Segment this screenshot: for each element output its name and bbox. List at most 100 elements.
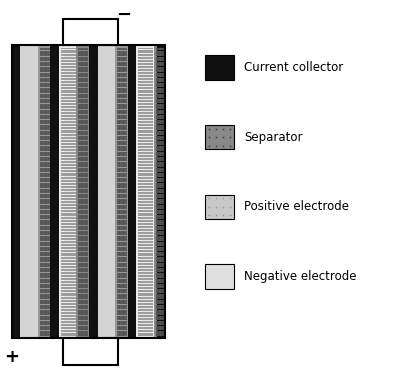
Point [59,233,65,239]
Point [45,203,51,209]
Point [80,231,86,237]
Point [81,141,87,147]
Point [120,227,126,233]
Point [160,157,166,163]
Text: Separator: Separator [244,131,303,144]
Point [147,61,153,67]
Point [160,60,166,66]
Point [141,122,147,128]
Point [119,103,125,109]
Point [68,162,74,168]
Point [69,50,75,56]
Point [159,119,165,125]
Point [61,124,67,130]
Point [42,177,48,183]
Point [149,178,155,184]
Point [154,332,160,338]
Point [42,120,48,126]
Point [83,309,89,315]
Point [76,151,82,157]
Point [43,300,49,306]
Point [146,73,152,79]
Point [145,221,151,227]
Point [137,276,143,282]
Point [42,284,48,290]
Point [77,145,83,151]
Point [144,187,150,193]
Point [70,118,76,124]
Point [66,178,72,184]
Point [143,248,149,254]
Point [155,219,161,225]
Point [59,156,65,162]
Point [65,174,71,180]
Point [160,251,167,257]
Point [37,221,44,227]
Point [158,182,164,188]
Point [42,58,48,64]
Point [67,171,73,177]
Point [146,171,152,177]
Point [115,299,121,305]
Point [123,221,129,227]
Point [70,72,76,78]
Point [61,294,67,300]
Point [41,200,48,206]
Point [63,57,70,63]
Point [61,220,68,226]
Point [141,202,147,208]
Point [149,223,155,229]
Point [45,279,51,285]
Point [122,291,128,297]
Point [154,257,160,263]
Point [135,287,141,293]
Point [38,284,45,290]
Point [153,324,160,330]
Point [38,64,45,70]
Point [115,317,122,323]
Point [63,300,70,306]
Point [38,287,45,293]
Point [75,255,82,261]
Point [154,204,160,210]
Point [83,120,89,126]
Point [154,65,160,71]
Point [45,117,52,123]
Point [69,55,75,61]
Point [83,167,89,173]
Point [115,210,121,216]
Point [42,178,48,184]
Point [121,167,127,173]
Point [83,297,89,303]
Point [66,277,72,284]
Point [122,46,128,52]
Point [80,155,86,161]
Point [68,112,74,118]
Point [45,104,51,110]
Point [137,75,143,81]
Point [152,277,159,283]
Point [114,257,120,263]
Point [156,244,163,250]
Point [122,192,128,198]
Point [144,247,150,253]
Point [157,77,164,83]
Point [119,332,126,338]
Point [156,154,163,160]
Point [160,227,167,233]
Point [75,219,82,225]
Point [114,249,120,255]
Point [84,164,90,170]
Point [41,56,47,62]
Point [78,94,84,100]
Point [135,141,141,147]
Point [139,296,145,302]
Point [138,161,144,167]
Point [45,260,52,266]
Point [83,298,89,304]
Point [78,78,85,84]
Point [115,86,122,92]
Point [123,202,129,208]
Point [63,206,70,212]
Point [75,190,82,196]
